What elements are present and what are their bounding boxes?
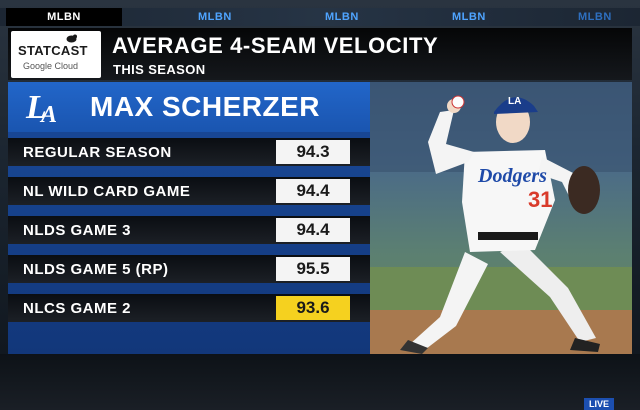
stat-row: NLDS GAME 3 94.4: [8, 216, 370, 244]
stat-row-value: 94.4: [276, 218, 350, 242]
live-badge: LIVE: [584, 398, 614, 410]
graphic-header: STATCAST Google Cloud AVERAGE 4-SEAM VEL…: [8, 28, 632, 80]
statcast-wordmark: STATCAST: [18, 43, 88, 58]
ticker-tab: MLBN: [452, 11, 486, 23]
stat-row-label: NLDS GAME 3: [23, 222, 132, 239]
stat-row-label: REGULAR SEASON: [23, 144, 172, 161]
stat-row-value: 95.5: [276, 257, 350, 281]
statcast-logo: STATCAST Google Cloud: [11, 31, 101, 78]
ticker-tab: MLBN: [325, 11, 359, 23]
graphic-subtitle: THIS SEASON: [113, 62, 206, 77]
google-cloud-wordmark: Google Cloud: [23, 61, 79, 71]
cap-logo-text: LA: [508, 96, 521, 107]
stat-row: NLDS GAME 5 (RP) 95.5: [8, 255, 370, 283]
stat-row-label: NL WILD CARD GAME: [23, 183, 191, 200]
stat-row-value: 94.4: [276, 179, 350, 203]
svg-text:A: A: [39, 102, 57, 126]
player-photo: LA Dodgers 31: [370, 82, 632, 354]
stat-row-label: NLDS GAME 5 (RP): [23, 261, 169, 278]
ticker-tab: MLBN: [578, 11, 612, 23]
stat-row: REGULAR SEASON 94.3: [8, 138, 370, 166]
lower-band: [0, 354, 640, 410]
stat-row-value: 94.3: [276, 140, 350, 164]
ticker-tab-active: MLBN: [6, 8, 122, 26]
stat-row-label: NLCS GAME 2: [23, 300, 132, 317]
stat-row-highlighted: NLCS GAME 2 93.6: [8, 294, 370, 322]
stat-row: NL WILD CARD GAME 94.4: [8, 177, 370, 205]
stats-panel: L A MAX SCHERZER REGULAR SEASON 94.3 NL …: [8, 82, 370, 354]
baseball-icon: [66, 34, 77, 43]
jersey-script: Dodgers: [477, 165, 547, 187]
dodgers-la-logo-icon: L A: [25, 89, 57, 126]
player-name: MAX SCHERZER: [90, 91, 321, 122]
network-ticker: MLBN MLBN MLBN MLBN MLBN: [0, 8, 640, 26]
graphic-title: AVERAGE 4-SEAM VELOCITY: [112, 33, 439, 58]
pitcher-illustration: LA Dodgers 31: [370, 82, 632, 354]
svg-text:L: L: [25, 89, 47, 126]
player-banner: L A MAX SCHERZER: [8, 82, 370, 132]
stat-row-value-highlighted: 93.6: [276, 296, 350, 320]
ticker-tab: MLBN: [198, 11, 232, 23]
jersey-number: 31: [528, 187, 552, 212]
